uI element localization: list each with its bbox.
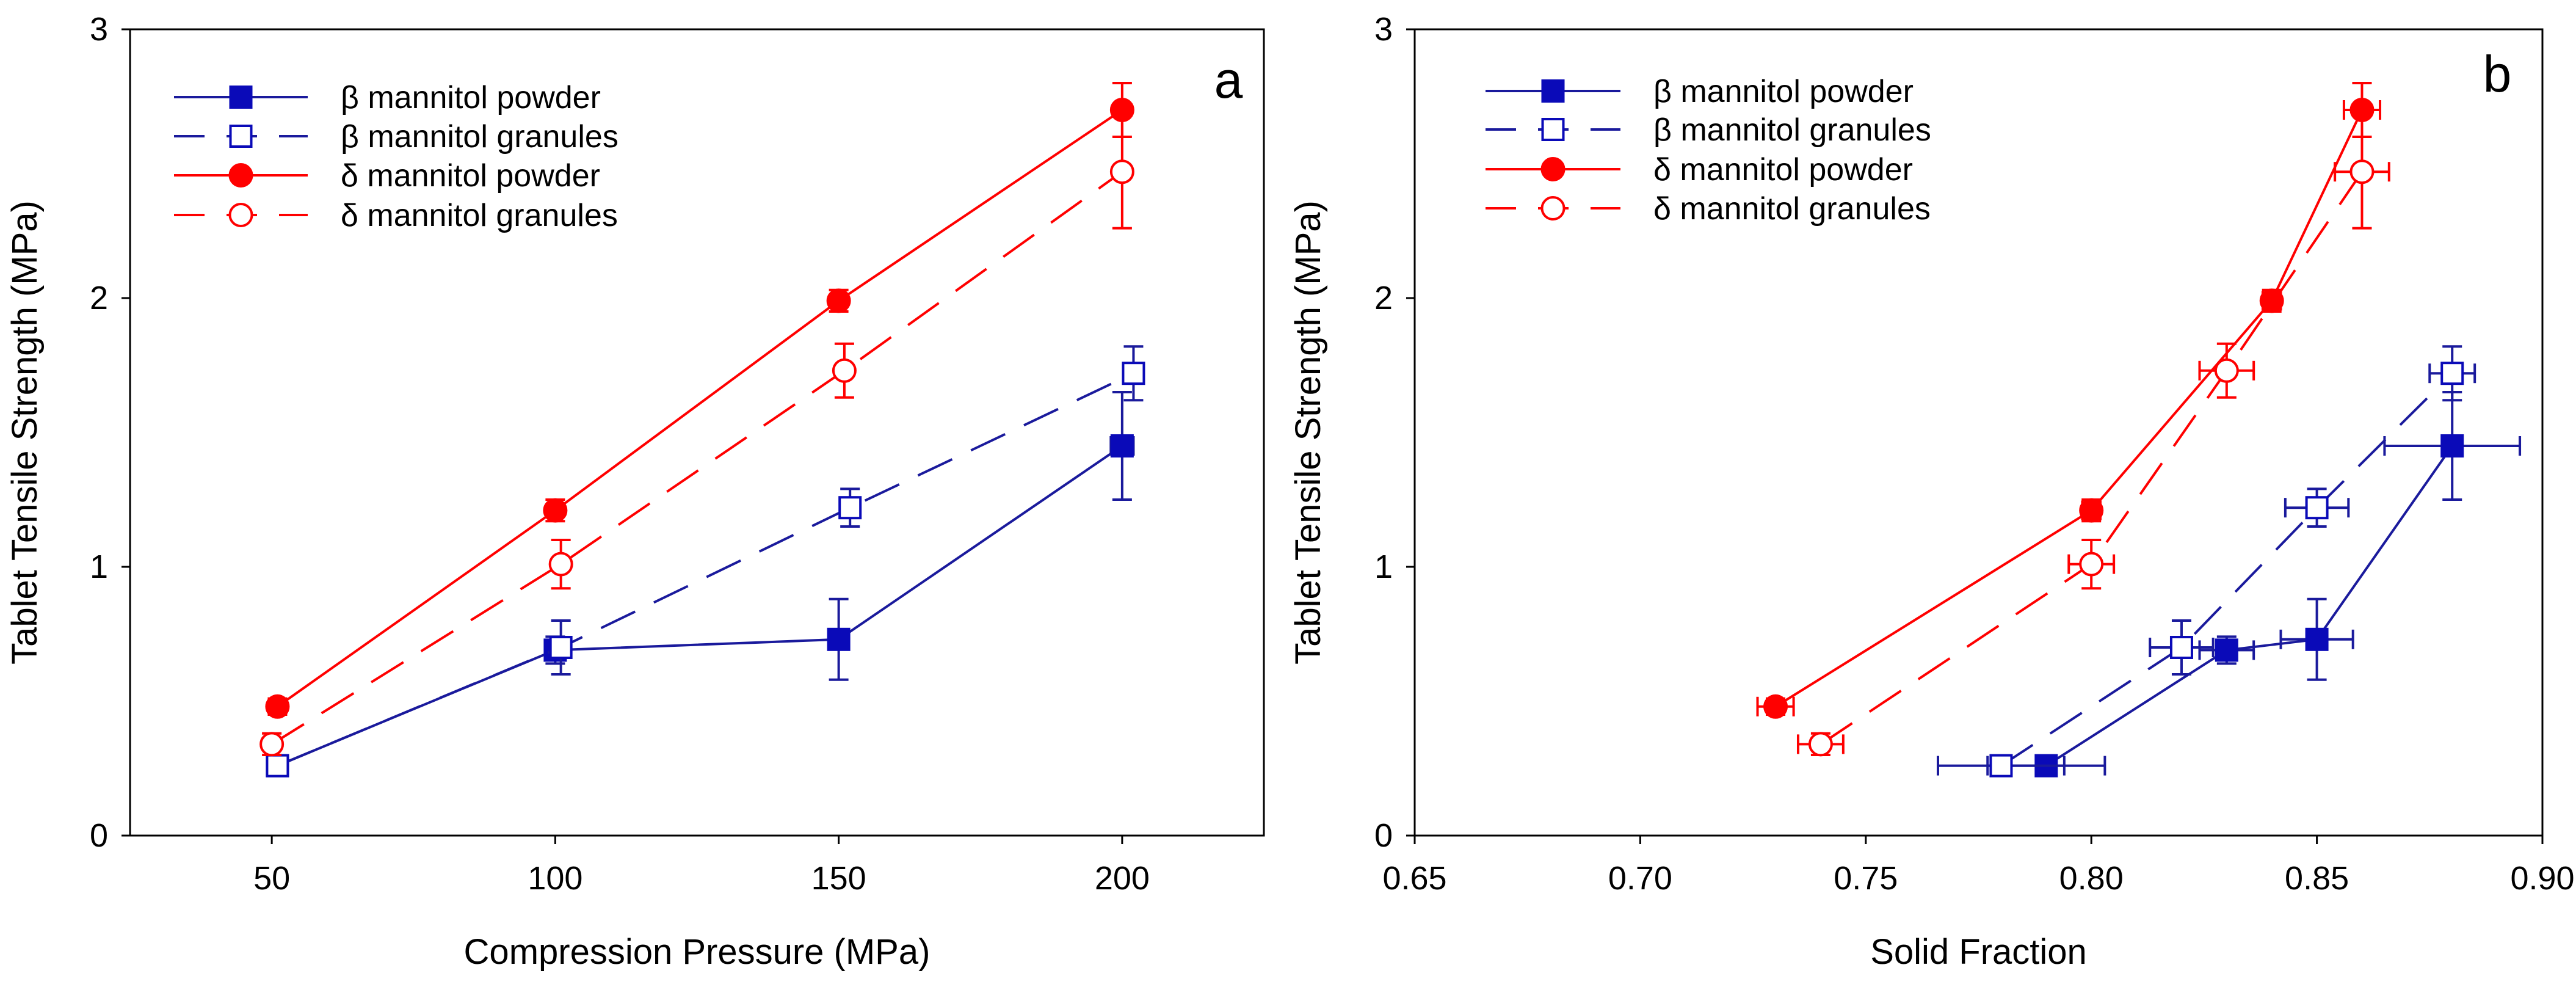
legend-label: β mannitol granules xyxy=(1653,112,1931,148)
x-tick-label: 0.75 xyxy=(1834,860,1898,897)
data-point xyxy=(228,163,253,188)
data-point xyxy=(838,496,862,520)
data-point xyxy=(2214,358,2239,383)
y-tick-label: 2 xyxy=(1374,280,1393,316)
series-β-mannitol-granules xyxy=(1937,345,2476,778)
series-δ-mannitol-powder xyxy=(265,82,1134,719)
series-β-mannitol-powder xyxy=(1986,391,2522,778)
x-tick-label: 100 xyxy=(528,860,582,897)
x-tick-label: 0.85 xyxy=(2285,860,2349,897)
x-tick-label: 0.65 xyxy=(1382,860,1446,897)
series-δ-mannitol-granules xyxy=(259,114,1134,757)
data-point xyxy=(2215,638,2238,662)
data-point xyxy=(266,754,289,778)
series-line xyxy=(271,170,1123,746)
series-line xyxy=(277,109,1123,708)
series-β-mannitol-granules xyxy=(266,345,1145,778)
y-tick-label: 0 xyxy=(90,817,108,854)
data-point xyxy=(826,288,851,313)
panel-label: a xyxy=(1214,51,1243,109)
data-point xyxy=(265,694,290,719)
data-point xyxy=(1540,157,1566,181)
legend-label: δ mannitol powder xyxy=(341,158,600,194)
data-point xyxy=(228,203,253,227)
data-point xyxy=(229,86,253,109)
series-line xyxy=(2000,372,2453,767)
data-point xyxy=(2079,552,2104,577)
data-point xyxy=(543,498,568,523)
y-tick-label: 3 xyxy=(90,11,108,48)
x-tick-label: 0.90 xyxy=(2510,860,2574,897)
data-point xyxy=(827,627,851,651)
data-point xyxy=(2079,498,2104,523)
series-β-mannitol-powder xyxy=(266,391,1135,778)
data-point xyxy=(1540,196,1566,220)
data-point xyxy=(832,358,857,383)
data-point xyxy=(1989,754,2013,778)
series-line xyxy=(2045,445,2453,767)
series-line xyxy=(277,372,1134,767)
series-δ-mannitol-powder xyxy=(1756,82,2382,719)
data-point xyxy=(1110,434,1134,457)
x-tick-label: 0.70 xyxy=(1608,860,1672,897)
data-point xyxy=(1541,79,1565,103)
panel-b: 0.65 0.70 0.75 0.80 0.85 0.90 0 1 2 3 Solid Fracti… xyxy=(1288,11,2575,972)
y-tick-label: 3 xyxy=(1374,11,1393,48)
data-point xyxy=(2349,159,2375,184)
plot-frame xyxy=(129,28,1265,837)
data-point xyxy=(229,125,253,148)
legend-label: β mannitol granules xyxy=(341,119,619,155)
data-point xyxy=(1763,694,1788,719)
x-axis-title: Compression Pressure (MPa) xyxy=(464,932,931,972)
data-point xyxy=(2305,496,2329,520)
legend-label: δ mannitol granules xyxy=(341,198,618,233)
y-tick-label: 1 xyxy=(1374,548,1393,585)
data-point xyxy=(2305,627,2329,651)
data-point xyxy=(1109,159,1134,184)
x-tick-label: 50 xyxy=(253,860,290,897)
series-line xyxy=(1820,171,2364,746)
data-point xyxy=(2440,434,2464,457)
plot-frame xyxy=(1413,28,2544,837)
data-point xyxy=(259,732,285,757)
y-axis-title: Tablet Tensile Strength (MPa) xyxy=(5,200,45,665)
series-line xyxy=(1774,109,2364,708)
data-point xyxy=(1541,118,1565,141)
y-axis-title: Tablet Tensile Strength (MPa) xyxy=(1288,200,1328,665)
legend-label: δ mannitol granules xyxy=(1653,191,1931,227)
panel-a: 50 100 150 200 0 1 2 3 Compression Pressure (MPa… xyxy=(5,11,1265,972)
y-tick-label: 2 xyxy=(90,280,108,316)
data-point xyxy=(2169,636,2193,659)
series-δ-mannitol-granules xyxy=(1796,114,2390,757)
data-point xyxy=(549,636,573,659)
y-tick-label: 0 xyxy=(1374,817,1393,854)
series-line xyxy=(277,445,1123,767)
data-point xyxy=(1122,362,1145,385)
x-tick-label: 200 xyxy=(1095,860,1150,897)
data-point xyxy=(1808,732,1833,757)
legend-label: β mannitol powder xyxy=(341,80,601,115)
legend-label: β mannitol powder xyxy=(1653,74,1914,109)
x-tick-label: 0.80 xyxy=(2059,860,2124,897)
x-axis-title: Solid Fraction xyxy=(1870,932,2087,972)
x-tick-label: 150 xyxy=(811,860,866,897)
data-point xyxy=(2440,362,2464,385)
data-point xyxy=(548,552,573,577)
panel-label: b xyxy=(2483,45,2512,103)
y-tick-label: 1 xyxy=(90,548,108,585)
legend-label: δ mannitol powder xyxy=(1653,152,1913,188)
